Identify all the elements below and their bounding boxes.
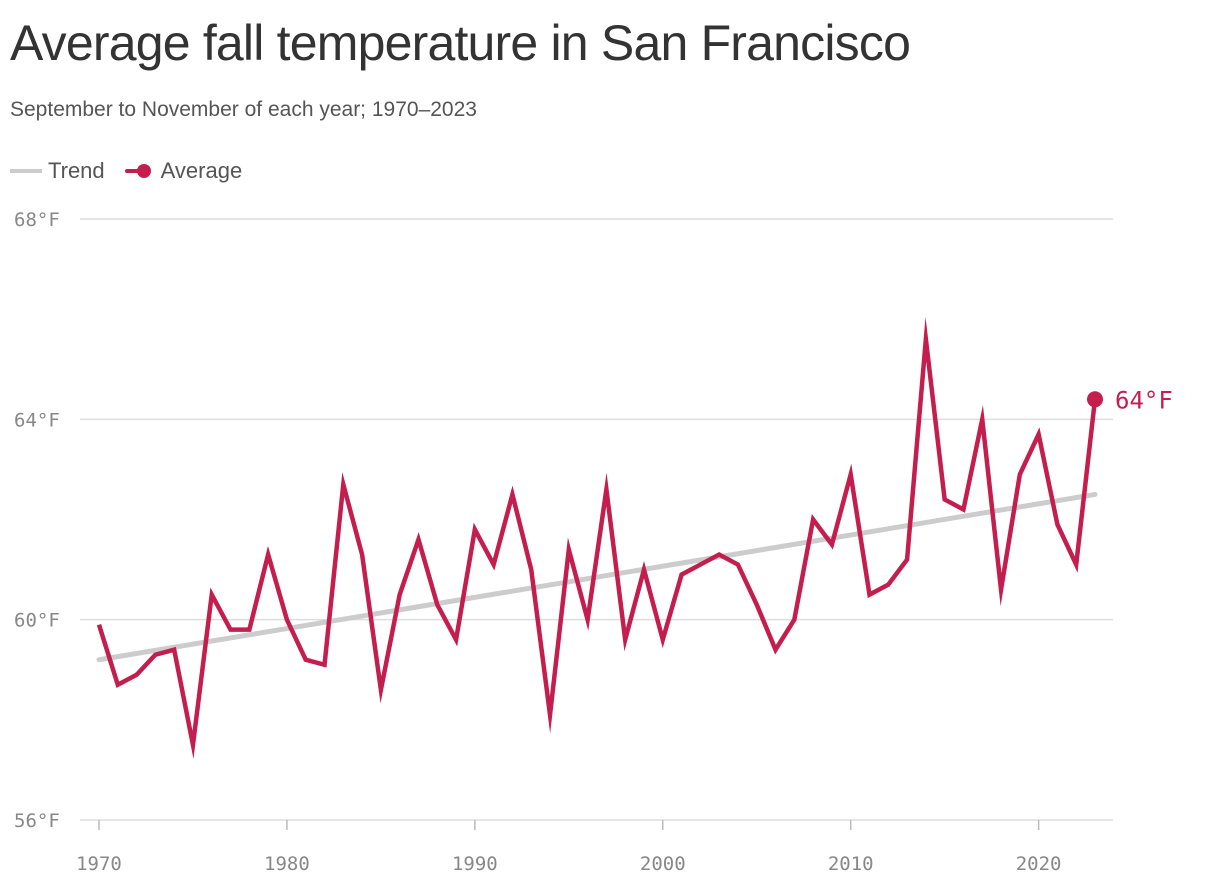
chart-title: Average fall temperature in San Francisc… (10, 15, 911, 71)
x-tick-label: 2000 (640, 853, 686, 875)
series: 64°F (96, 316, 1173, 760)
average-end-point (1087, 391, 1103, 408)
y-tick-label: 60°F (14, 610, 60, 632)
x-tick-label: 2020 (1016, 853, 1062, 875)
x-axis: 1970 1980 1990 2000 2010 2020 (76, 820, 1062, 875)
y-tick-label: 68°F (14, 209, 60, 231)
legend-trend-label: Trend (48, 158, 105, 183)
x-tick-label: 1980 (264, 853, 310, 875)
legend-item-trend: Trend (10, 158, 105, 184)
y-tick-label: 56°F (14, 810, 60, 832)
legend-trend-swatch (10, 169, 42, 173)
series-line-trend (96, 491, 1098, 663)
x-tick-label: 2010 (828, 853, 874, 875)
legend-average-swatch (124, 164, 151, 178)
legend-average-label: Average (160, 158, 243, 183)
legend-item-average: Average (124, 158, 243, 184)
x-tick-label: 1990 (452, 853, 498, 875)
legend: Trend Average (10, 156, 262, 186)
y-axis: 56°F 60°F 64°F 68°F (14, 209, 60, 832)
x-tick-label: 1970 (76, 853, 122, 875)
y-tick-label: 64°F (14, 409, 60, 431)
end-value-label: 64°F (1115, 386, 1173, 414)
chart-subtitle: September to November of each year; 1970… (10, 98, 477, 121)
series-line-average (96, 316, 1098, 760)
